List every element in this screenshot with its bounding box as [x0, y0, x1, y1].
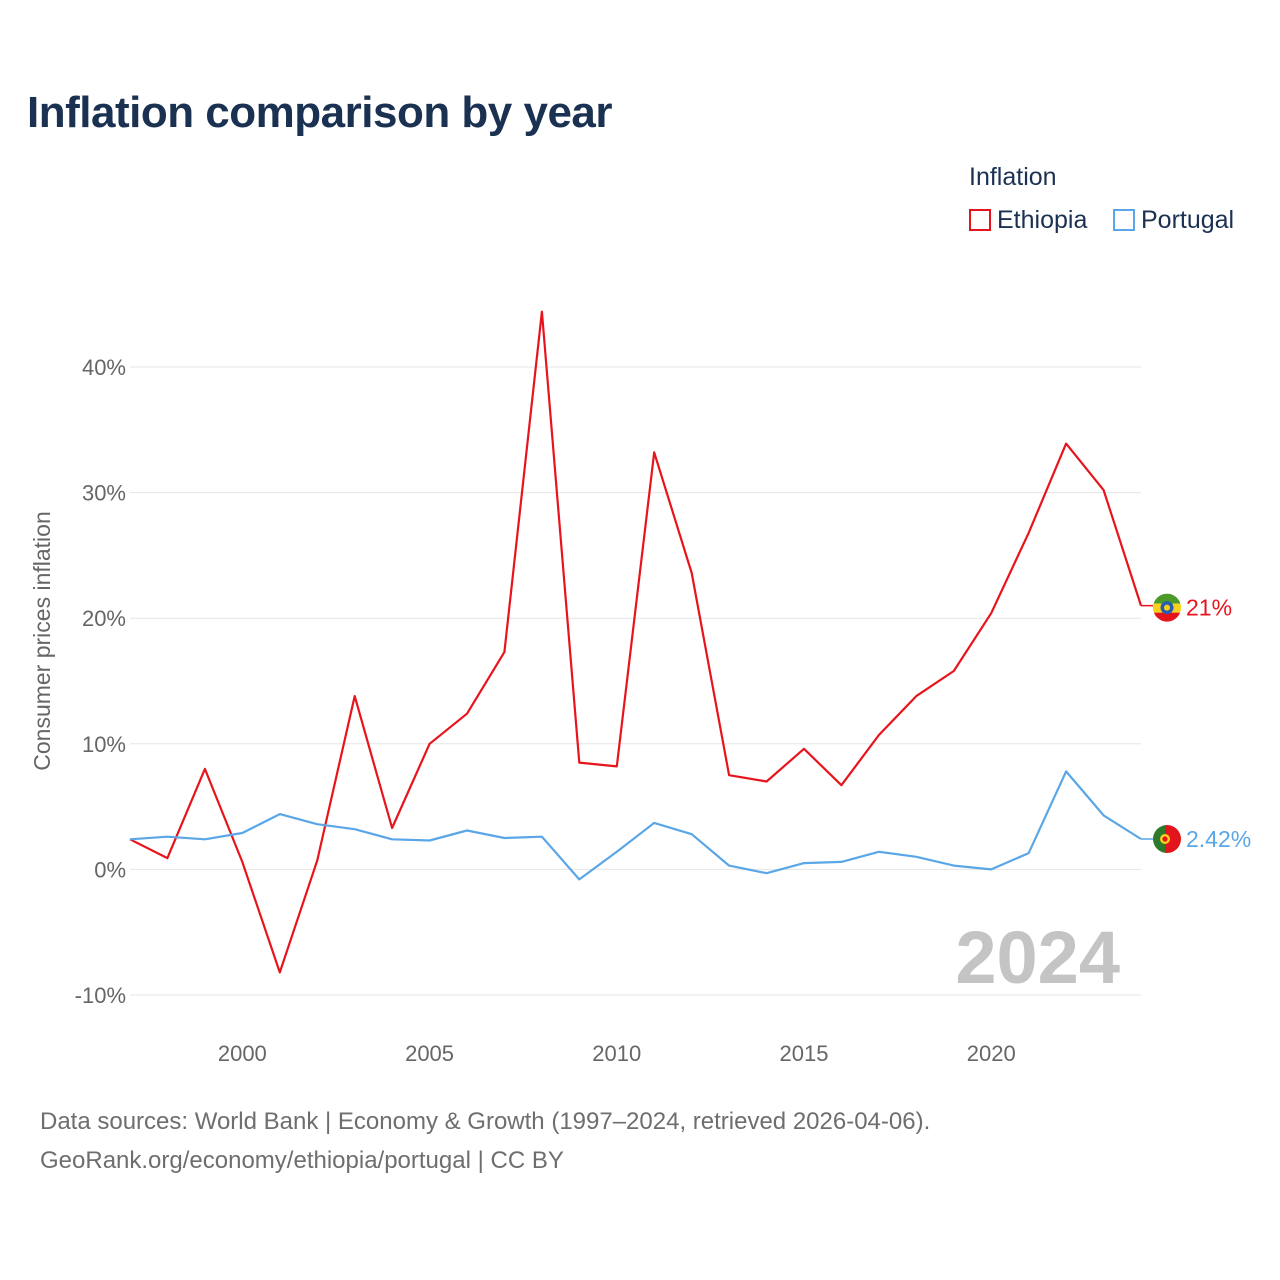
x-tick-label: 2015	[780, 1041, 829, 1066]
attribution-note: GeoRank.org/economy/ethiopia/portugal | …	[40, 1147, 564, 1174]
x-tick-label: 2010	[592, 1041, 641, 1066]
legend-label-ethiopia: Ethiopia	[997, 205, 1088, 234]
legend-swatch-ethiopia	[969, 209, 991, 231]
x-tick-label: 2005	[405, 1041, 454, 1066]
x-tick-label: 2000	[218, 1041, 267, 1066]
x-tick-label: 2020	[967, 1041, 1016, 1066]
end-label-ethiopia: 21%	[1186, 595, 1232, 621]
legend-item-ethiopia[interactable]: Ethiopia	[969, 205, 1087, 235]
y-tick-label: 20%	[82, 606, 126, 631]
year-watermark: 2024	[955, 916, 1120, 999]
portugal-flag-icon	[1153, 825, 1181, 854]
y-tick-label: 10%	[82, 732, 126, 757]
legend-item-portugal[interactable]: Portugal	[1113, 205, 1234, 235]
y-tick-label: 40%	[82, 355, 126, 380]
end-label-portugal: 2.42%	[1186, 826, 1251, 852]
y-tick-label: -10%	[75, 983, 126, 1008]
ethiopia-flag-icon	[1153, 593, 1181, 622]
chart-title: Inflation comparison by year	[27, 88, 613, 137]
y-tick-label: 0%	[94, 857, 126, 882]
legend-title: Inflation	[969, 163, 1057, 191]
legend-label-portugal: Portugal	[1141, 205, 1235, 234]
line-chart: -10% 0% 10% 20% 30% 40% 2000 2005 2010 2015 2020 Co…	[29, 310, 1251, 1066]
data-source-note: Data sources: World Bank | Economy & Gro…	[40, 1108, 931, 1135]
series-line-ethiopia	[129, 310, 1143, 974]
y-tick-label: 30%	[82, 481, 126, 506]
series-line-portugal	[129, 770, 1142, 881]
legend-swatch-portugal	[1113, 209, 1135, 231]
y-axis-title: Consumer prices inflation	[29, 511, 55, 771]
